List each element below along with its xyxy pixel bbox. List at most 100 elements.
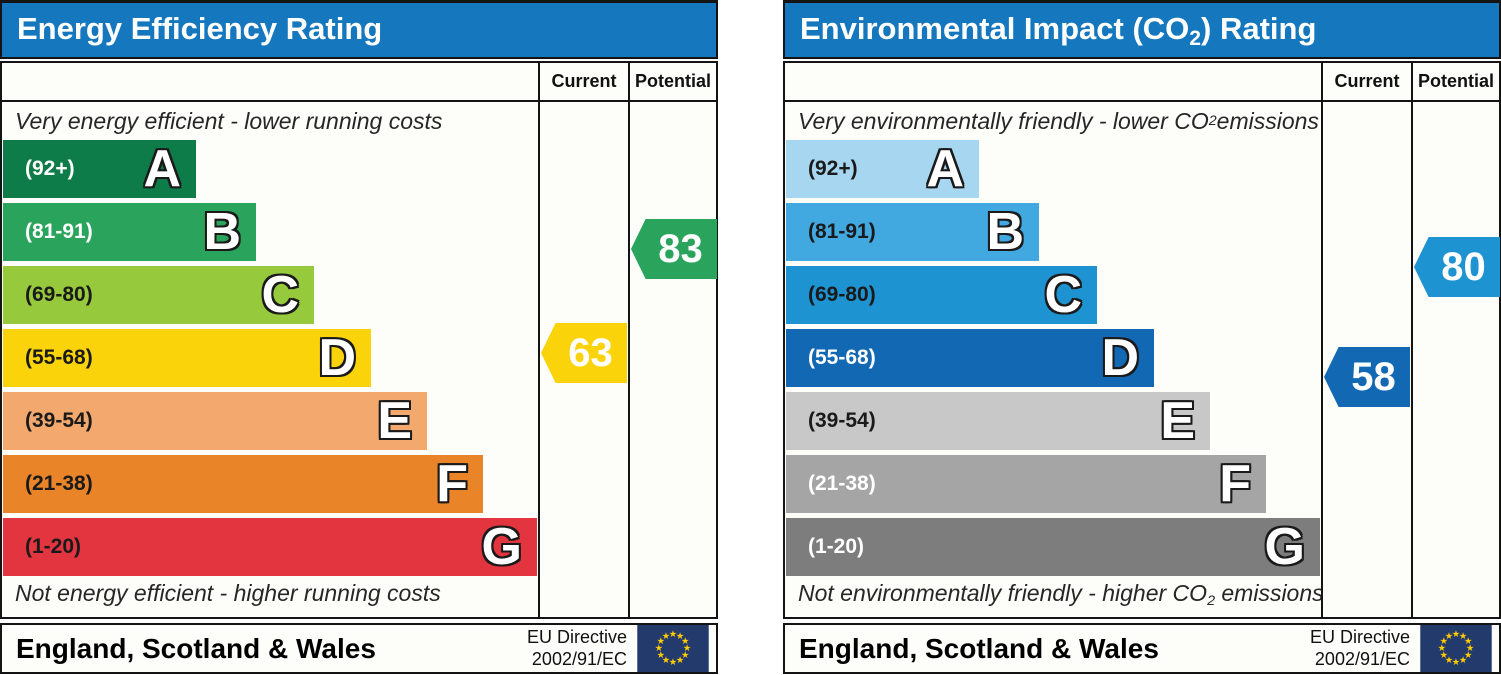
co2-panel-title: Environmental Impact (CO2) Rating: [783, 0, 1501, 59]
region-label: England, Scotland & Wales: [799, 632, 1159, 664]
band-range: (92+): [25, 157, 75, 180]
band-letter: B: [986, 203, 1024, 261]
band-range: (1-20): [25, 535, 82, 558]
band-range: (81-91): [25, 220, 93, 243]
svg-text:★: ★: [662, 631, 670, 642]
band-range: (39-54): [808, 409, 876, 432]
svg-text:★: ★: [669, 629, 677, 640]
region-label: England, Scotland & Wales: [16, 632, 376, 664]
svg-text:★: ★: [1464, 636, 1472, 647]
svg-text:★: ★: [1440, 636, 1448, 647]
svg-text:★: ★: [657, 650, 665, 661]
band-f: (21-38) F: [786, 455, 1266, 513]
co2-rating-table: Current Potential Very environmentally f…: [783, 61, 1501, 619]
band-letter: D: [1101, 329, 1139, 387]
svg-text:★: ★: [1464, 650, 1472, 661]
svg-text:★: ★: [655, 643, 663, 654]
current-rating-arrow: 63: [541, 323, 627, 383]
svg-text:★: ★: [1466, 643, 1474, 654]
band-range: (1-20): [808, 535, 865, 558]
band-e: (39-54) E: [3, 392, 427, 450]
band-f: (21-38) F: [3, 455, 483, 513]
band-letter: F: [436, 455, 468, 513]
potential-column: 80: [1411, 102, 1500, 617]
band-g: (1-20) G: [786, 518, 1320, 576]
band-d: (55-68) D: [786, 329, 1154, 387]
current-column-header: Current: [1321, 63, 1411, 102]
current-rating-arrow: 58: [1324, 347, 1410, 407]
top-caption: Very environmentally friendly - lower CO…: [798, 107, 1319, 134]
band-letter: E: [377, 392, 412, 450]
svg-text:★: ★: [1459, 631, 1467, 642]
energy-panel-footer: England, Scotland & Wales EU Directive 2…: [0, 623, 718, 674]
energy-panel-title: Energy Efficiency Rating: [0, 0, 718, 59]
band-range: (21-38): [808, 472, 876, 495]
co2-bands-area: Very environmentally friendly - lower CO…: [785, 102, 1321, 617]
band-letter: D: [318, 329, 356, 387]
svg-text:★: ★: [1445, 655, 1453, 666]
band-a: (92+) A: [3, 140, 196, 198]
svg-text:★: ★: [1452, 629, 1460, 640]
current-column-header: Current: [538, 63, 628, 102]
svg-text:★: ★: [662, 655, 670, 666]
svg-text:★: ★: [1445, 631, 1453, 642]
svg-text:★: ★: [1440, 650, 1448, 661]
band-range: (55-68): [808, 346, 876, 369]
svg-text:★: ★: [681, 650, 689, 661]
environmental-impact-panel: Environmental Impact (CO2) Rating Curren…: [783, 0, 1501, 674]
potential-column-header: Potential: [1411, 63, 1499, 102]
potential-rating-value: 83: [658, 226, 703, 271]
svg-text:★: ★: [1438, 643, 1446, 654]
potential-rating-arrow: 83: [631, 219, 717, 279]
energy-rating-table: Current Potential Very energy efficient …: [0, 61, 718, 619]
potential-rating-arrow: 80: [1414, 237, 1500, 297]
band-range: (92+): [808, 157, 858, 180]
svg-text:★: ★: [676, 655, 684, 666]
eu-directive-label: EU Directive 2002/91/EC: [1309, 626, 1410, 669]
co2-panel-footer: England, Scotland & Wales EU Directive 2…: [783, 623, 1501, 674]
current-rating-value: 58: [1351, 354, 1396, 399]
band-range: (69-80): [25, 283, 93, 306]
potential-rating-value: 80: [1441, 244, 1486, 289]
band-range: (21-38): [25, 472, 93, 495]
potential-column-header: Potential: [628, 63, 716, 102]
band-c: (69-80) C: [3, 266, 314, 324]
current-column: 58: [1321, 102, 1411, 617]
potential-column: 83: [628, 102, 717, 617]
svg-text:★: ★: [1452, 657, 1460, 668]
band-letter: A: [143, 140, 181, 198]
band-range: (81-91): [808, 220, 876, 243]
svg-text:★: ★: [676, 631, 684, 642]
band-b: (81-91) B: [786, 203, 1039, 261]
band-letter: F: [1219, 455, 1251, 513]
svg-text:★: ★: [681, 636, 689, 647]
band-g: (1-20) G: [3, 518, 537, 576]
band-range: (69-80): [808, 283, 876, 306]
energy-efficiency-panel: Energy Efficiency Rating Current Potenti…: [0, 0, 718, 674]
band-b: (81-91) B: [3, 203, 256, 261]
eu-directive-label: EU Directive 2002/91/EC: [526, 626, 627, 669]
band-letter: G: [481, 518, 522, 576]
band-d: (55-68) D: [3, 329, 371, 387]
table-corner-cell: [785, 63, 1321, 102]
svg-text:★: ★: [669, 657, 677, 668]
band-range: (39-54): [25, 409, 93, 432]
svg-text:★: ★: [1459, 655, 1467, 666]
band-a: (92+) A: [786, 140, 979, 198]
energy-bands-area: Very energy efficient - lower running co…: [2, 102, 538, 617]
current-rating-value: 63: [568, 330, 613, 375]
band-letter: C: [1044, 266, 1082, 324]
eu-flag-icon: ★★ ★★ ★★ ★★ ★★ ★★: [1420, 625, 1492, 672]
band-letter: E: [1160, 392, 1195, 450]
band-letter: B: [203, 203, 241, 261]
band-range: (55-68): [25, 346, 93, 369]
band-letter: A: [926, 140, 964, 198]
top-caption: Very energy efficient - lower running co…: [15, 107, 443, 134]
bottom-caption: Not energy efficient - higher running co…: [15, 580, 441, 607]
band-letter: C: [261, 266, 299, 324]
table-corner-cell: [2, 63, 538, 102]
band-e: (39-54) E: [786, 392, 1210, 450]
eu-flag-icon: ★★ ★★ ★★ ★★ ★★ ★★: [637, 625, 709, 672]
band-c: (69-80) C: [786, 266, 1097, 324]
